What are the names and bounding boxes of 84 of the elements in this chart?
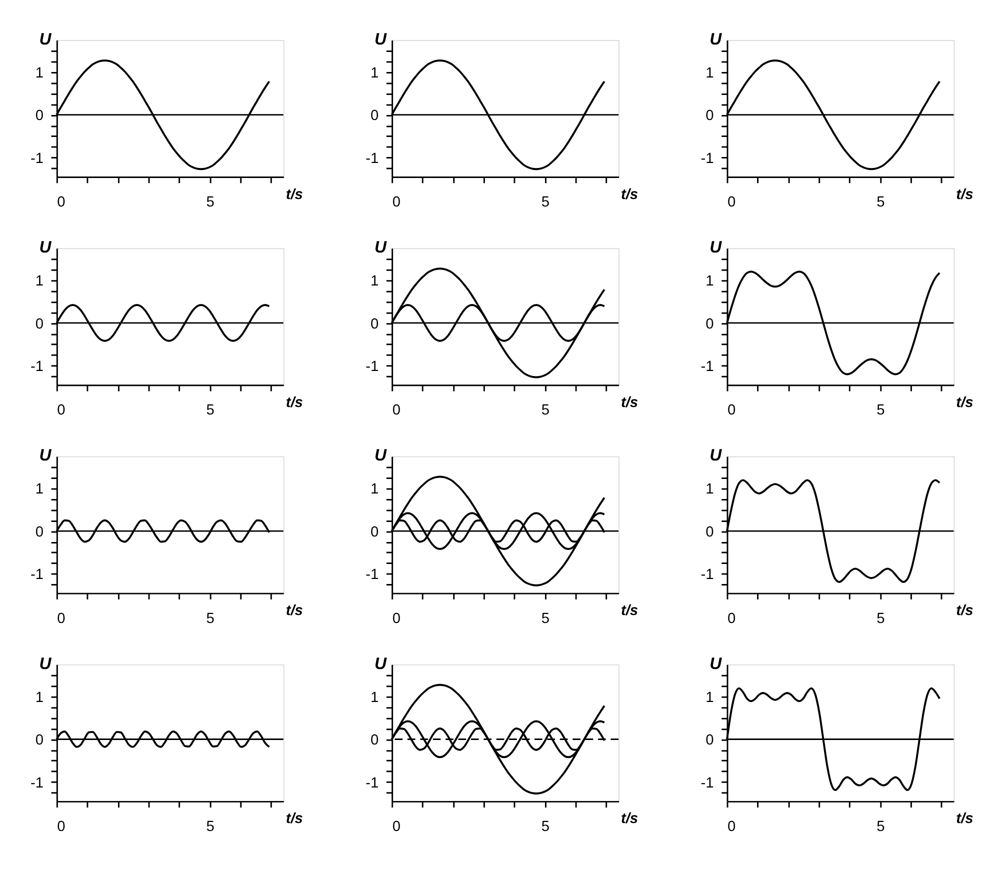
x-tick-label: 5 — [206, 819, 214, 835]
x-axis-title: t/s — [620, 186, 638, 203]
x-tick-label: 0 — [57, 402, 66, 419]
y-axis-title: U — [374, 654, 388, 673]
y-tick-label: -1 — [30, 567, 44, 584]
x-tick-label: 0 — [57, 819, 66, 835]
y-tick-label: 1 — [370, 274, 379, 290]
y-tick-label: -1 — [366, 359, 379, 376]
y-tick-label: 1 — [706, 482, 714, 498]
y-axis-title: U — [374, 446, 388, 465]
y-tick-label: -1 — [366, 567, 379, 584]
x-tick-label: 0 — [57, 610, 66, 627]
y-tick-label: 0 — [35, 316, 44, 332]
x-tick-label: 5 — [876, 819, 885, 835]
x-tick-label: 0 — [727, 194, 736, 211]
x-tick-label: 5 — [206, 610, 214, 627]
y-tick-label: 1 — [35, 690, 44, 706]
x-tick-label: 5 — [206, 194, 214, 211]
x-axis-title: t/s — [620, 394, 638, 411]
x-tick-label: 5 — [876, 194, 885, 211]
y-tick-label: 0 — [35, 524, 44, 540]
y-axis-title: U — [39, 654, 52, 673]
x-axis-title: t/s — [956, 394, 974, 411]
x-axis-title: t/s — [286, 603, 303, 620]
y-axis-title: U — [39, 238, 52, 257]
x-axis-title: t/s — [620, 811, 638, 828]
y-tick-label: 0 — [370, 316, 379, 332]
x-axis-title: t/s — [956, 186, 974, 203]
y-tick-label: -1 — [30, 150, 44, 167]
y-tick-label: 0 — [706, 732, 714, 749]
y-tick-label: 0 — [370, 732, 379, 749]
y-axis-title: U — [374, 238, 388, 257]
y-tick-label: 1 — [35, 482, 44, 498]
x-tick-label: 0 — [392, 610, 400, 627]
y-axis-title: U — [39, 446, 52, 465]
x-axis-title: t/s — [956, 811, 974, 828]
x-tick-label: 5 — [541, 819, 550, 835]
x-axis-title: t/s — [286, 186, 303, 203]
y-tick-label: 0 — [706, 524, 714, 540]
x-axis-title: t/s — [956, 603, 974, 620]
y-tick-label: 1 — [370, 65, 379, 82]
y-tick-label: 1 — [706, 65, 714, 82]
y-tick-label: -1 — [700, 150, 714, 167]
y-tick-label: 0 — [370, 108, 379, 124]
x-axis-title: t/s — [286, 394, 303, 411]
x-tick-label: 5 — [206, 402, 214, 419]
y-tick-label: 1 — [35, 65, 44, 82]
x-tick-label: 5 — [541, 610, 550, 627]
y-axis-title: U — [710, 446, 723, 465]
y-tick-label: 0 — [706, 316, 714, 332]
y-tick-label: -1 — [30, 359, 44, 376]
y-tick-label: 0 — [370, 524, 379, 540]
y-axis-title: U — [710, 29, 723, 48]
y-tick-label: 1 — [370, 690, 379, 706]
x-tick-label: 0 — [57, 194, 66, 211]
x-tick-label: 0 — [392, 402, 400, 419]
y-tick-label: -1 — [366, 150, 379, 167]
x-tick-label: 5 — [541, 194, 550, 211]
x-axis-title: t/s — [286, 811, 303, 828]
y-tick-label: -1 — [700, 359, 714, 376]
x-tick-label: 5 — [876, 610, 885, 627]
y-tick-label: 0 — [35, 732, 44, 749]
y-tick-label: -1 — [700, 567, 714, 584]
x-tick-label: 0 — [392, 819, 400, 835]
y-tick-label: 1 — [35, 274, 44, 290]
x-tick-label: 0 — [727, 610, 736, 627]
x-axis-title: t/s — [620, 603, 638, 620]
x-tick-label: 0 — [727, 402, 736, 419]
y-axis-title: U — [710, 238, 723, 257]
y-tick-label: -1 — [366, 775, 379, 792]
x-tick-label: 5 — [541, 402, 550, 419]
x-tick-label: 0 — [392, 194, 400, 211]
x-tick-label: 5 — [876, 402, 885, 419]
y-tick-label: 1 — [370, 482, 379, 498]
y-tick-label: 1 — [706, 690, 714, 706]
y-tick-label: -1 — [700, 775, 714, 792]
y-tick-label: 0 — [35, 108, 44, 124]
y-axis-title: U — [710, 654, 723, 673]
y-axis-title: U — [39, 29, 52, 48]
y-tick-label: 0 — [706, 108, 714, 124]
y-tick-label: -1 — [30, 775, 44, 792]
y-axis-title: U — [374, 29, 388, 48]
x-tick-label: 0 — [727, 819, 736, 835]
y-tick-label: 1 — [706, 274, 714, 290]
